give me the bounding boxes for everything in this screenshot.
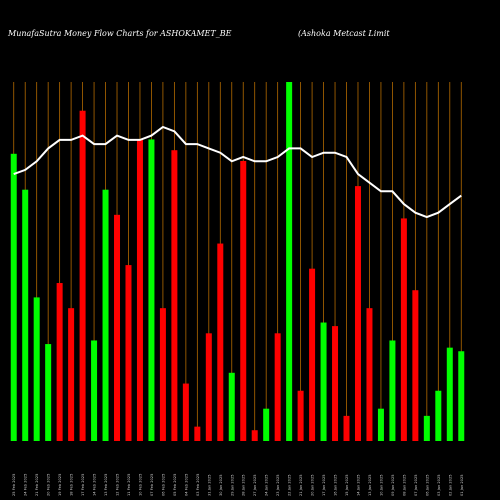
bar-up (10, 153, 17, 442)
x-tick-label: 01 Jan 2025 (460, 474, 464, 496)
bar-down (125, 265, 132, 441)
bar-down (366, 308, 373, 441)
x-tick-label: 10 Jan 2025 (379, 474, 383, 496)
bar-down (68, 308, 75, 441)
bar-up (435, 390, 442, 441)
x-tick-label: 10 Feb 2025 (138, 474, 142, 496)
bar-up (377, 408, 384, 441)
x-tick-label: 03 Jan 2025 (437, 474, 441, 496)
bar-down (274, 333, 281, 441)
bar-down (297, 390, 304, 441)
x-tick-label: 24 Feb 2025 (24, 474, 28, 496)
x-tick-label: 24 Jan 2025 (265, 474, 269, 496)
bar-up (45, 344, 52, 441)
x-tick-label: 13 Jan 2025 (368, 474, 372, 496)
x-tick-label: 07 Jan 2025 (414, 474, 418, 496)
x-tick-label: 18 Feb 2025 (70, 474, 74, 496)
bar-down (79, 110, 86, 441)
bar-up (91, 340, 98, 441)
bar-down (56, 283, 63, 441)
x-tick-label: 03 Feb 2025 (196, 474, 200, 496)
bar-up (458, 351, 465, 441)
x-tick-label: 20 Feb 2025 (47, 474, 51, 496)
x-tick-label: 17 Feb 2025 (81, 474, 85, 496)
bar-up (423, 415, 430, 441)
x-tick-label: 07 Feb 2025 (150, 474, 154, 496)
x-tick-label: 11 Feb 2025 (127, 474, 131, 496)
x-tick-label: 21 Jan 2025 (299, 474, 303, 496)
x-tick-label: 02 Jan 2025 (448, 474, 452, 496)
bar-up (389, 340, 396, 441)
bar-down (205, 333, 212, 441)
x-tick-label: 23 Jan 2025 (276, 474, 280, 496)
bar-down (114, 214, 121, 441)
x-tick-label: 22 Jan 2025 (288, 474, 292, 496)
chart-title: MunafaSutra Money Flow Charts for ASHOKA… (7, 29, 232, 38)
x-tick-label: 17 Jan 2025 (322, 474, 326, 496)
x-tick-label: 08 Jan 2025 (402, 474, 406, 496)
x-tick-label: 25 Feb 2025 (12, 474, 16, 496)
x-tick-label: 14 Jan 2025 (356, 474, 360, 496)
bar-down (171, 150, 178, 441)
x-axis-tick-labels: 25 Feb 2025 24 Feb 2025 21 Feb 2025 20 Feb … (12, 474, 464, 496)
bar-down (354, 186, 361, 441)
bar-down (240, 160, 247, 442)
bar-up (320, 322, 327, 441)
bar-down (136, 139, 143, 441)
chart-subtitle: (Ashoka Metcast Limit (298, 29, 390, 38)
x-tick-label: 06 Jan 2025 (425, 474, 429, 496)
x-tick-label: 27 Jan 2025 (253, 474, 257, 496)
bar-up (286, 82, 293, 441)
x-tick-label: 05 Feb 2025 (173, 474, 177, 496)
x-tick-label: 20 Jan 2025 (311, 474, 315, 496)
bar-up (22, 189, 29, 441)
bar-up (33, 297, 40, 441)
x-tick-label: 06 Feb 2025 (161, 474, 165, 496)
x-tick-label: 16 Jan 2025 (334, 474, 338, 496)
bar-series (10, 82, 465, 442)
money-flow-line (13, 125, 462, 219)
bar-up (228, 372, 235, 441)
bar-down (343, 415, 350, 441)
x-tick-label: 31 Jan 2025 (207, 474, 211, 496)
x-tick-label: 13 Feb 2025 (104, 474, 108, 496)
bar-down (194, 426, 201, 441)
bar-up (446, 347, 453, 441)
x-tick-label: 09 Jan 2025 (391, 474, 395, 496)
x-tick-label: 14 Feb 2025 (93, 474, 97, 496)
x-tick-label: 12 Feb 2025 (116, 474, 120, 496)
bar-down (182, 383, 189, 441)
bar-down (400, 218, 407, 441)
bar-down (159, 308, 166, 441)
bar-down (217, 243, 224, 441)
bar-down (412, 290, 419, 441)
bar-up (102, 189, 109, 441)
x-tick-label: 19 Feb 2025 (58, 474, 62, 496)
bar-down (251, 430, 258, 441)
x-tick-label: 15 Jan 2025 (345, 474, 349, 496)
bar-down (332, 326, 339, 441)
bar-up (263, 408, 270, 441)
x-tick-label: 30 Jan 2025 (219, 474, 223, 496)
x-tick-label: 28 Jan 2025 (242, 474, 246, 496)
bar-down (309, 268, 316, 441)
bar-up (148, 139, 155, 441)
x-tick-label: 04 Feb 2025 (184, 474, 188, 496)
x-tick-label: 21 Feb 2025 (35, 474, 39, 496)
x-tick-label: 29 Jan 2025 (230, 474, 234, 496)
